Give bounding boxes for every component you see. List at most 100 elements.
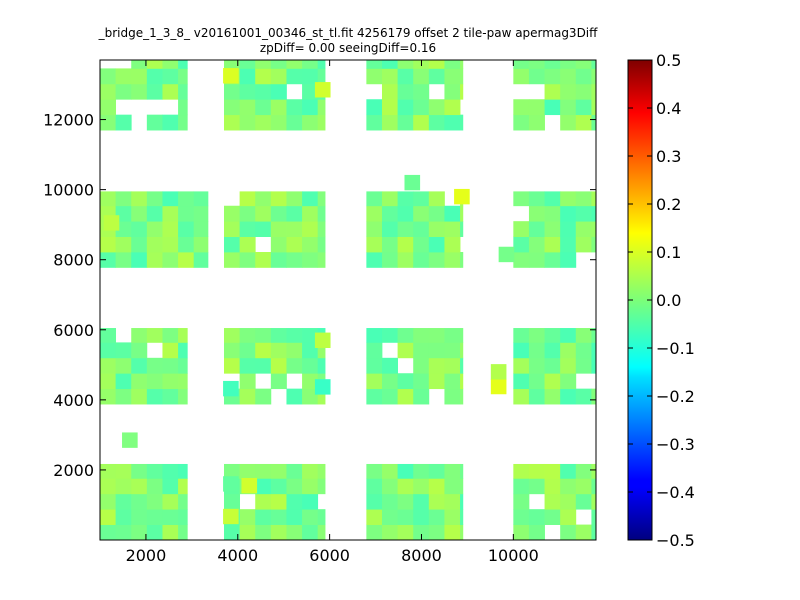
heatmap-cell <box>255 509 272 525</box>
heatmap-cell <box>162 463 179 479</box>
heatmap-cell <box>381 463 398 479</box>
heatmap-cell <box>591 205 597 222</box>
heatmap-cell-notable <box>314 332 331 348</box>
heatmap-cell-notable <box>314 82 331 98</box>
heatmap-cell <box>317 342 326 359</box>
heatmap-cell <box>560 478 577 495</box>
heatmap-cell <box>575 236 592 253</box>
heatmap-cell <box>255 478 272 495</box>
heatmap-cell <box>591 114 597 131</box>
heatmap-cell <box>460 524 464 541</box>
heatmap-cell <box>131 509 148 525</box>
heatmap-cell <box>428 252 445 268</box>
heatmap-cell <box>100 68 117 85</box>
heatmap-cell <box>286 478 303 495</box>
heatmap-cell <box>444 205 461 222</box>
heatmap-cell <box>528 357 545 374</box>
heatmap-cell <box>428 509 445 525</box>
heatmap-cell <box>146 478 163 495</box>
heatmap-cell <box>575 357 592 374</box>
heatmap-cell <box>513 493 530 510</box>
heatmap-cell <box>317 236 326 253</box>
heatmap-cell <box>397 114 414 131</box>
heatmap-cell <box>397 221 414 237</box>
heatmap-cell <box>146 357 163 374</box>
heatmap-cell <box>100 99 117 116</box>
heatmap-cell <box>591 191 597 207</box>
heatmap-cell <box>591 463 597 479</box>
heatmap-cells <box>100 60 597 541</box>
heatmap-cell-notable <box>223 68 239 84</box>
heatmap-cell <box>460 509 464 525</box>
heatmap-cell <box>444 463 461 479</box>
heatmap-cell <box>575 83 592 100</box>
heatmap-cell <box>193 252 209 268</box>
heatmap-cell <box>193 236 209 253</box>
heatmap-cell <box>255 357 272 374</box>
heatmap-cell <box>162 221 179 237</box>
heatmap-cell <box>591 524 597 541</box>
heatmap-cell <box>146 83 163 100</box>
heatmap-cell <box>575 463 592 479</box>
heatmap-cell <box>560 509 577 525</box>
heatmap-cell <box>591 83 597 100</box>
heatmap-cell-notable <box>404 174 421 191</box>
heatmap-cell <box>560 191 577 207</box>
heatmap-cell <box>162 342 179 359</box>
heatmap-cell-notable <box>103 215 120 231</box>
heatmap-cell <box>146 236 163 253</box>
heatmap-cell <box>146 191 163 207</box>
heatmap-cell <box>528 236 545 253</box>
heatmap-cell <box>270 236 287 253</box>
heatmap-cell <box>239 191 256 207</box>
heatmap-cell-notable <box>314 379 331 395</box>
y-tick-label: 12000 <box>43 111 94 130</box>
heatmap-cell <box>302 342 319 359</box>
chart-subtitle: zpDiff= 0.00 seeingDiff=0.16 <box>260 41 436 55</box>
heatmap-cell <box>178 68 188 85</box>
heatmap-cell <box>413 388 430 405</box>
heatmap-cell <box>544 252 561 268</box>
heatmap-cell <box>544 99 561 116</box>
heatmap-cell <box>444 342 461 359</box>
heatmap-cell <box>255 524 272 541</box>
heatmap-cell <box>513 99 530 116</box>
heatmap-cell <box>575 328 592 343</box>
heatmap-cell <box>444 236 461 253</box>
heatmap-cell <box>224 493 241 510</box>
heatmap-cell <box>146 252 163 268</box>
heatmap-cell <box>460 342 464 359</box>
heatmap-cell <box>513 328 530 343</box>
heatmap-cell <box>513 524 530 541</box>
heatmap-cell <box>444 373 461 390</box>
heatmap-cell <box>131 60 148 69</box>
heatmap-cell <box>286 463 303 479</box>
heatmap-cell <box>302 357 319 374</box>
heatmap-cell <box>317 191 326 207</box>
heatmap-cell <box>270 83 287 100</box>
heatmap-cell-notable <box>454 188 470 205</box>
heatmap-cell <box>381 388 398 405</box>
heatmap-cell <box>513 60 530 69</box>
heatmap-cell <box>528 509 545 525</box>
x-axis: 2000 4000 6000 8000 10000 <box>126 60 539 565</box>
heatmap-cell <box>366 60 383 69</box>
heatmap-cell <box>317 357 326 374</box>
heatmap-cell <box>146 221 163 237</box>
heatmap-cell <box>302 524 319 541</box>
heatmap-cell <box>270 357 287 374</box>
heatmap-cell <box>575 191 592 207</box>
heatmap-cell <box>413 328 430 343</box>
heatmap-cell <box>413 205 430 222</box>
heatmap-cell <box>115 68 132 85</box>
heatmap-cell-notable <box>241 477 258 494</box>
heatmap-cell <box>560 236 577 253</box>
heatmap-cell <box>381 493 398 510</box>
heatmap-cell <box>131 68 148 85</box>
heatmap-cell <box>115 509 132 525</box>
heatmap-cell <box>146 114 163 131</box>
heatmap-cell <box>413 493 430 510</box>
chart-title: _bridge_1_3_8_ v20161001_00346_st_tl.fit… <box>98 26 599 40</box>
heatmap-cell <box>544 373 561 390</box>
